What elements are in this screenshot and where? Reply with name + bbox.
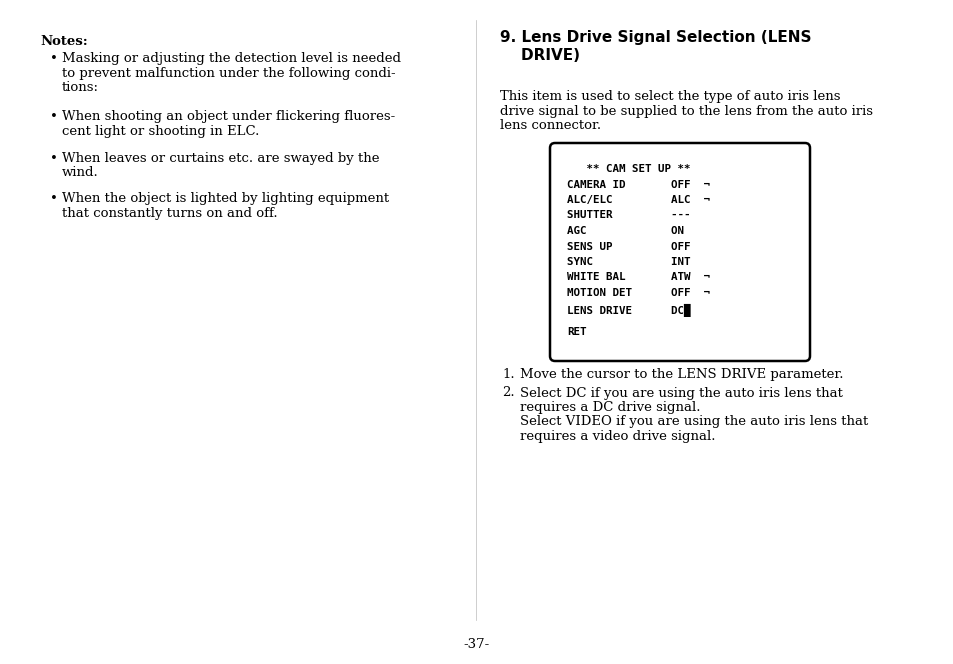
Text: CAMERA ID       OFF  ¬: CAMERA ID OFF ¬ bbox=[566, 179, 709, 189]
Text: that constantly turns on and off.: that constantly turns on and off. bbox=[62, 207, 277, 220]
Text: Move the cursor to the LENS DRIVE parameter.: Move the cursor to the LENS DRIVE parame… bbox=[519, 368, 842, 381]
Text: •: • bbox=[50, 152, 58, 165]
Text: Notes:: Notes: bbox=[40, 35, 88, 48]
Text: When the object is lighted by lighting equipment: When the object is lighted by lighting e… bbox=[62, 192, 389, 205]
Text: Select VIDEO if you are using the auto iris lens that: Select VIDEO if you are using the auto i… bbox=[519, 416, 867, 428]
Text: Select DC if you are using the auto iris lens that: Select DC if you are using the auto iris… bbox=[519, 386, 842, 400]
Text: This item is used to select the type of auto iris lens: This item is used to select the type of … bbox=[499, 90, 840, 103]
Text: When leaves or curtains etc. are swayed by the: When leaves or curtains etc. are swayed … bbox=[62, 152, 379, 165]
Text: -37-: -37- bbox=[463, 638, 490, 651]
Text: Masking or adjusting the detection level is needed: Masking or adjusting the detection level… bbox=[62, 52, 400, 65]
Text: lens connector.: lens connector. bbox=[499, 119, 600, 132]
Text: •: • bbox=[50, 110, 58, 123]
Text: cent light or shooting in ELC.: cent light or shooting in ELC. bbox=[62, 125, 259, 137]
Text: drive signal to be supplied to the lens from the auto iris: drive signal to be supplied to the lens … bbox=[499, 104, 872, 118]
Text: MOTION DET      OFF  ¬: MOTION DET OFF ¬ bbox=[566, 288, 709, 298]
Text: •: • bbox=[50, 192, 58, 205]
Text: ALC/ELC         ALC  ¬: ALC/ELC ALC ¬ bbox=[566, 195, 709, 205]
Text: 9. Lens Drive Signal Selection (LENS: 9. Lens Drive Signal Selection (LENS bbox=[499, 30, 811, 45]
Text: SHUTTER         ---: SHUTTER --- bbox=[566, 210, 690, 220]
FancyBboxPatch shape bbox=[550, 143, 809, 361]
Text: WHITE BAL       ATW  ¬: WHITE BAL ATW ¬ bbox=[566, 272, 709, 282]
Text: tions:: tions: bbox=[62, 81, 99, 94]
Text: •: • bbox=[50, 52, 58, 65]
Text: wind.: wind. bbox=[62, 167, 99, 179]
Text: requires a video drive signal.: requires a video drive signal. bbox=[519, 430, 715, 443]
Text: AGC             ON: AGC ON bbox=[566, 226, 683, 236]
Text: DRIVE): DRIVE) bbox=[499, 48, 579, 64]
Text: 1.: 1. bbox=[501, 368, 514, 381]
Text: 2.: 2. bbox=[501, 386, 514, 400]
Text: When shooting an object under flickering fluores-: When shooting an object under flickering… bbox=[62, 110, 395, 123]
Text: ** CAM SET UP **: ** CAM SET UP ** bbox=[566, 164, 690, 174]
Text: LENS DRIVE      DC█: LENS DRIVE DC█ bbox=[566, 303, 690, 317]
Text: SYNC            INT: SYNC INT bbox=[566, 257, 690, 267]
Text: RET: RET bbox=[566, 327, 586, 337]
Text: requires a DC drive signal.: requires a DC drive signal. bbox=[519, 401, 700, 414]
Text: to prevent malfunction under the following condi-: to prevent malfunction under the followi… bbox=[62, 66, 395, 80]
Text: SENS UP         OFF: SENS UP OFF bbox=[566, 242, 690, 252]
